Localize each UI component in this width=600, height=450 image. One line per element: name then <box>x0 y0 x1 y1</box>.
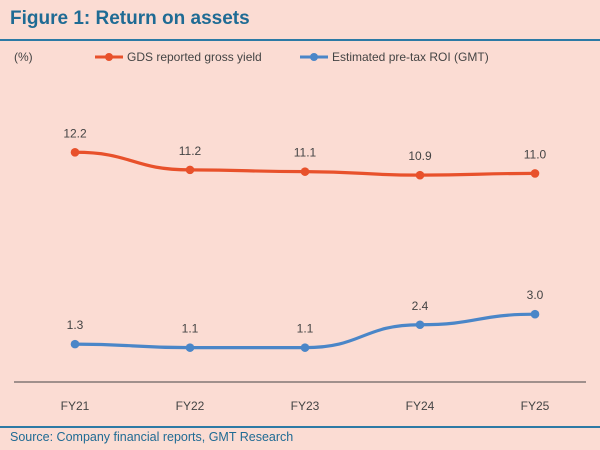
line-chart: (%) GDS reported gross yield Estimated pre… <box>14 50 586 413</box>
data-point <box>300 167 310 176</box>
x-tick-label: FY22 <box>176 399 205 413</box>
footer-divider <box>0 426 600 428</box>
data-label: 1.1 <box>182 322 199 336</box>
data-point <box>70 339 80 349</box>
data-point <box>70 147 80 157</box>
chart-legend: (%) GDS reported gross yield Estimated pre… <box>14 50 489 64</box>
legend-label: Estimated pre-tax ROI (GMT) <box>332 50 489 64</box>
data-point <box>300 343 310 352</box>
data-label: 1.1 <box>297 322 314 336</box>
data-point <box>185 165 195 175</box>
x-tick-label: FY23 <box>291 399 320 413</box>
data-label: 11.2 <box>179 144 202 158</box>
legend-swatch-marker <box>310 53 318 61</box>
data-label: 11.0 <box>524 147 547 161</box>
source-note: Source: Company financial reports, GMT R… <box>10 430 294 444</box>
data-point <box>530 169 540 178</box>
data-label: 10.9 <box>408 149 432 163</box>
data-label: 3.0 <box>527 288 544 302</box>
chart-series: 12.2 11.2 11.1 10.9 11.0 1.3 1.1 1.1 2.4 3.0 <box>63 126 547 352</box>
x-tick-label: FY21 <box>61 399 90 413</box>
legend-label: GDS reported gross yield <box>127 50 262 64</box>
data-label: 12.2 <box>63 126 87 140</box>
data-point <box>415 170 425 180</box>
data-point <box>530 309 540 319</box>
title-divider <box>0 39 600 41</box>
data-point <box>415 320 425 330</box>
x-tick-label: FY25 <box>521 399 550 413</box>
x-tick-label: FY24 <box>406 399 435 413</box>
legend-swatch-marker <box>105 53 113 61</box>
chart-axes: FY21 FY22 FY23 FY24 FY25 <box>14 381 586 413</box>
data-label: 2.4 <box>412 299 429 313</box>
y-unit-label: (%) <box>14 50 33 64</box>
data-point <box>185 343 195 352</box>
data-label: 1.3 <box>67 318 84 332</box>
data-label: 11.1 <box>294 146 317 160</box>
figure-title: Figure 1: Return on assets <box>10 8 250 29</box>
